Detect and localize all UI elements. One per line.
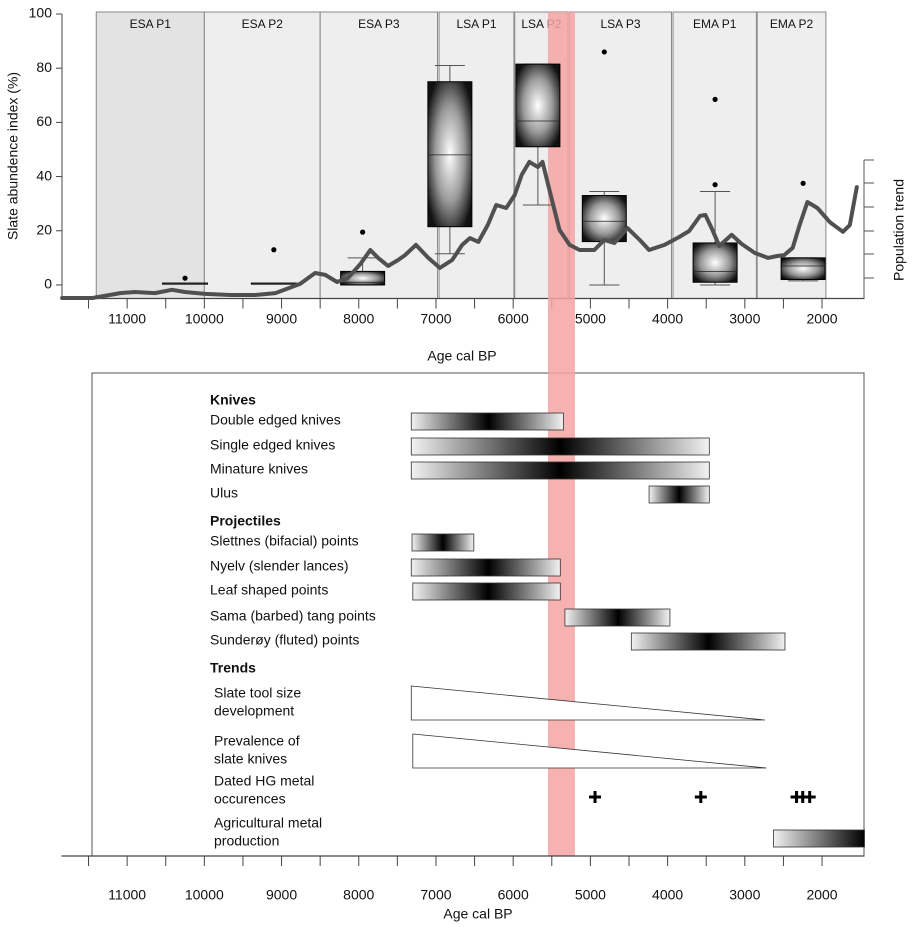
x-axis-title: Age cal BP xyxy=(427,348,496,364)
x-tick-label: 7000 xyxy=(420,311,451,327)
y-tick-label: 0 xyxy=(44,276,52,292)
x-tick-label: 7000 xyxy=(420,887,451,903)
row-label: Dated HG metal xyxy=(214,773,314,789)
outlier xyxy=(601,49,607,55)
row-label: Slate tool size xyxy=(214,685,301,701)
row-label: Minature knives xyxy=(210,461,308,477)
box xyxy=(515,63,561,148)
row-label: Leaf shaped points xyxy=(210,582,328,598)
row-label: production xyxy=(214,833,279,849)
population-line xyxy=(60,159,859,300)
y2-axis-title: Population trend xyxy=(891,179,907,281)
period-band xyxy=(95,11,205,299)
x-tick-label: 2000 xyxy=(806,887,837,903)
outlier xyxy=(360,229,366,235)
period-label: LSA P1 xyxy=(456,17,496,31)
group-label: Knives xyxy=(210,392,256,408)
outlier xyxy=(712,96,718,102)
box xyxy=(581,195,627,243)
period-label: EMA P2 xyxy=(770,17,814,31)
range-bar xyxy=(630,632,786,651)
x-tick-label: 2000 xyxy=(806,311,837,327)
x-tick-label: 10000 xyxy=(185,887,224,903)
range-bar xyxy=(410,461,710,480)
period-label: ESA P3 xyxy=(358,17,400,31)
row-label: Agricultural metal xyxy=(214,815,322,831)
x-tick-label: 10000 xyxy=(185,311,224,327)
box xyxy=(427,81,473,228)
y-tick-label: 100 xyxy=(29,5,53,21)
event-cross xyxy=(589,791,602,803)
x-tick-label: 6000 xyxy=(498,887,529,903)
row-label: occurences xyxy=(214,791,286,807)
period-band xyxy=(756,11,827,299)
box xyxy=(692,242,738,283)
range-bar xyxy=(772,829,865,848)
period-label: ESA P1 xyxy=(130,17,172,31)
range-bar xyxy=(564,608,671,627)
trend-wedge xyxy=(412,733,767,769)
event-cross xyxy=(694,791,707,803)
period-band xyxy=(569,11,672,299)
row-label: Sunderøy (fluted) points xyxy=(210,632,359,648)
row-label: Sama (barbed) tang points xyxy=(210,608,376,624)
period-band xyxy=(203,11,321,299)
y2-axis xyxy=(863,159,874,298)
period-label: ESA P2 xyxy=(242,17,284,31)
outlier xyxy=(712,182,718,188)
x-tick-label: 3000 xyxy=(729,311,760,327)
range-bar xyxy=(410,437,710,456)
x-tick-label: 5000 xyxy=(575,311,606,327)
period-label: LSA P3 xyxy=(600,17,640,31)
range-bar xyxy=(410,558,561,577)
row-label: Nyelv (slender lances) xyxy=(210,558,349,574)
range-bar xyxy=(412,582,561,601)
x-tick-label: 11000 xyxy=(108,887,146,903)
x-tick-label: 8000 xyxy=(343,311,374,327)
row-label: Single edged knives xyxy=(210,437,335,453)
x-tick-label: 8000 xyxy=(343,887,374,903)
range-bar xyxy=(411,533,475,552)
x-axis-title: Age cal BP xyxy=(443,906,512,922)
outlier xyxy=(271,247,277,253)
row-label: slate knives xyxy=(214,751,287,767)
row-label: Double edged knives xyxy=(210,412,341,428)
box xyxy=(780,257,826,281)
row-label: Ulus xyxy=(210,485,238,501)
y-axis-title: Slate abundence index (%) xyxy=(5,72,21,240)
y-tick-label: 60 xyxy=(36,113,52,129)
x-tick-label: 4000 xyxy=(652,887,683,903)
y-tick-label: 20 xyxy=(36,221,52,237)
outlier xyxy=(800,180,806,186)
row-label: Slettnes (bifacial) points xyxy=(210,533,359,549)
x-tick-label: 5000 xyxy=(575,887,606,903)
outlier xyxy=(182,275,188,281)
trend-wedge xyxy=(410,685,765,721)
group-label: Trends xyxy=(210,660,256,676)
period-label: EMA P1 xyxy=(693,17,737,31)
x-tick-label: 9000 xyxy=(266,311,297,327)
group-label: Projectiles xyxy=(210,513,281,529)
event-cross xyxy=(803,791,816,803)
range-bar xyxy=(410,412,564,431)
y-tick-label: 40 xyxy=(36,167,52,183)
x-tick-label: 6000 xyxy=(498,311,529,327)
x-tick-label: 4000 xyxy=(652,311,683,327)
x-tick-label: 11000 xyxy=(108,311,146,327)
row-label: development xyxy=(214,703,294,719)
row-label: Prevalence of xyxy=(214,733,300,749)
period-band xyxy=(319,11,439,299)
y-tick-label: 80 xyxy=(36,59,52,75)
x-tick-label: 3000 xyxy=(729,887,760,903)
range-bar xyxy=(648,485,710,504)
x-tick-label: 9000 xyxy=(266,887,297,903)
